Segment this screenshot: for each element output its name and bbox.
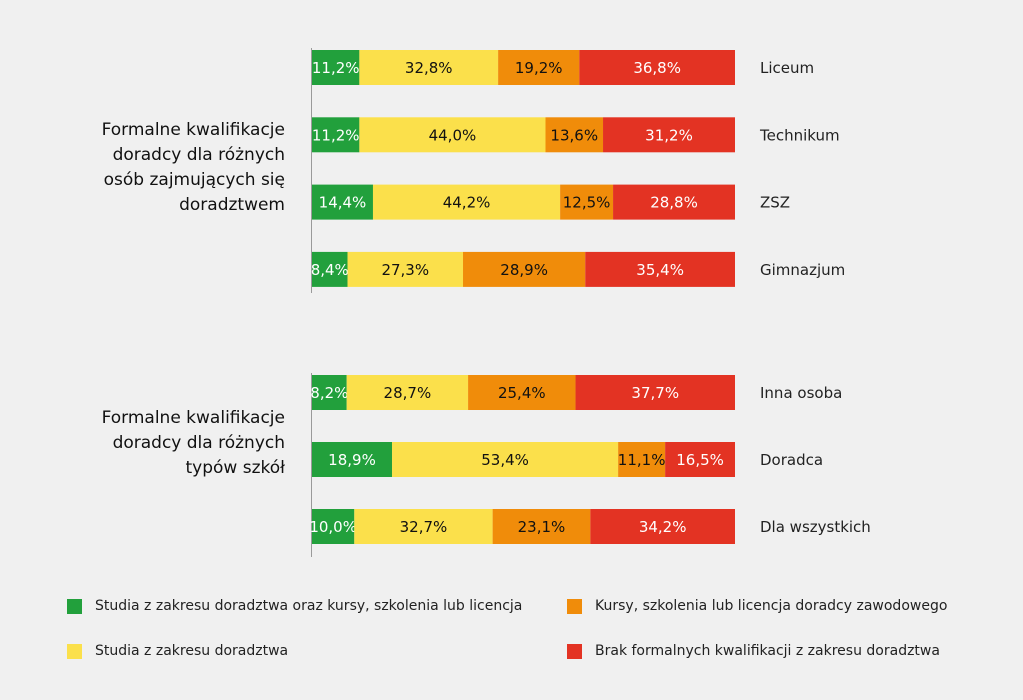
data-label: 19,2% — [515, 59, 563, 77]
data-label: 23,1% — [518, 518, 566, 536]
bar-segment-green-gimnazjum — [312, 251, 348, 287]
bar-segment-red-zsz — [613, 184, 735, 220]
group-label-schools: Formalne kwalifikacje doradcy dla różnyc… — [85, 406, 285, 481]
data-label: 35,4% — [636, 261, 684, 279]
data-label: 13,6% — [550, 126, 598, 144]
bar-segment-yellow-doradca — [392, 442, 619, 477]
data-label: 44,2% — [443, 194, 491, 212]
group-label-staff: Formalne kwalifikacje doradcy dla różnyc… — [85, 118, 285, 218]
bar-segment-orange-doradca — [618, 442, 666, 477]
bar-segment-green-doradca — [312, 442, 393, 477]
data-label: 32,7% — [400, 518, 448, 536]
bar-segment-yellow-liceum — [359, 50, 499, 85]
bar-segment-red-gimnazjum — [585, 251, 735, 287]
data-label: 12,5% — [563, 194, 611, 212]
bar-segment-yellow-zsz — [372, 184, 561, 220]
bar-segment-orange-technikum — [545, 117, 604, 153]
legend-swatch-green — [67, 598, 82, 614]
legend-item-studies: Studia z zakresu doradztwa — [67, 643, 288, 659]
bar-segment-red-liceum — [579, 50, 735, 85]
group-label-line: doradcy dla różnych — [112, 145, 285, 165]
data-label: 37,7% — [631, 384, 679, 402]
category-label: Dla wszystkich — [760, 518, 871, 536]
bar-segment-yellow-inna-osoba — [346, 375, 469, 410]
bar-segment-orange-inna-osoba — [468, 375, 576, 410]
legend-label: Studia z zakresu doradztwa — [95, 643, 289, 659]
data-label: 28,7% — [384, 384, 432, 402]
group-label-line: Formalne kwalifikacje — [101, 120, 285, 140]
data-label: 16,5% — [676, 451, 724, 469]
bar-segment-green-dla-wszystkich — [312, 509, 355, 544]
category-label: Liceum — [760, 59, 814, 77]
data-label: 36,8% — [633, 59, 681, 77]
data-label: 28,8% — [650, 194, 698, 212]
bar-segment-yellow-gimnazjum — [347, 251, 464, 287]
legend-swatch-red — [567, 643, 582, 659]
data-label: 14,4% — [319, 194, 367, 212]
group-label-line: osób zajmujących się — [103, 170, 285, 190]
data-label: 25,4% — [498, 384, 546, 402]
data-label: 11,2% — [312, 126, 360, 144]
bar-segment-green-liceum — [312, 50, 360, 85]
bar-segment-orange-dla-wszystkich — [492, 509, 591, 544]
bar-segment-red-dla-wszystkich — [590, 509, 735, 544]
data-label: 18,9% — [328, 451, 376, 469]
bar-segment-orange-liceum — [498, 50, 580, 85]
category-label: ZSZ — [760, 194, 790, 212]
bar-segment-green-zsz — [312, 184, 373, 220]
data-label: 44,0% — [429, 126, 477, 144]
bar-segment-red-inna-osoba — [575, 375, 735, 410]
legend-swatch-orange — [567, 598, 582, 614]
group-label-line: typów szkół — [185, 458, 285, 478]
data-label: 32,8% — [405, 59, 453, 77]
group-label-line: doradztwem — [179, 195, 285, 215]
legend-label: Brak formalnych kwalifikacji z zakresu d… — [595, 643, 940, 659]
category-label: Doradca — [760, 451, 823, 469]
bar-segment-green-technikum — [312, 117, 360, 153]
legend-swatch-yellow — [67, 643, 82, 659]
legend-item-courses: Kursy, szkolenia lub licencja doradcy za… — [567, 598, 947, 614]
category-label: Technikum — [759, 126, 840, 144]
data-label: 11,2% — [312, 59, 360, 77]
data-label: 8,4% — [311, 261, 349, 279]
bar-segment-yellow-technikum — [359, 117, 546, 153]
data-label: 53,4% — [481, 451, 529, 469]
bar-segment-orange-gimnazjum — [463, 251, 586, 287]
category-label: Gimnazjum — [760, 261, 845, 279]
data-label: 11,1% — [618, 451, 666, 469]
data-label: 34,2% — [639, 518, 687, 536]
group-label-line: doradcy dla różnych — [112, 433, 285, 453]
legend-label: Studia z zakresu doradztwa oraz kursy, s… — [95, 598, 523, 614]
data-label: 28,9% — [500, 261, 548, 279]
bar-segment-orange-zsz — [560, 184, 614, 220]
category-label: Inna osoba — [760, 384, 842, 402]
bar-segment-red-technikum — [603, 117, 735, 153]
legend-label: Kursy, szkolenia lub licencja doradcy za… — [595, 598, 948, 614]
data-label: 8,2% — [310, 384, 348, 402]
data-label: 10,0% — [309, 518, 357, 536]
group-label-line: Formalne kwalifikacje — [101, 408, 285, 428]
legend-item-studies-and-courses: Studia z zakresu doradztwa oraz kursy, s… — [67, 598, 522, 614]
bar-segment-green-inna-osoba — [312, 375, 347, 410]
legend-item-no-qualifications: Brak formalnych kwalifikacji z zakresu d… — [567, 643, 940, 659]
data-label: 27,3% — [381, 261, 429, 279]
bar-segment-yellow-dla-wszystkich — [354, 509, 493, 544]
data-label: 31,2% — [645, 126, 693, 144]
bar-segment-red-doradca — [665, 442, 735, 477]
